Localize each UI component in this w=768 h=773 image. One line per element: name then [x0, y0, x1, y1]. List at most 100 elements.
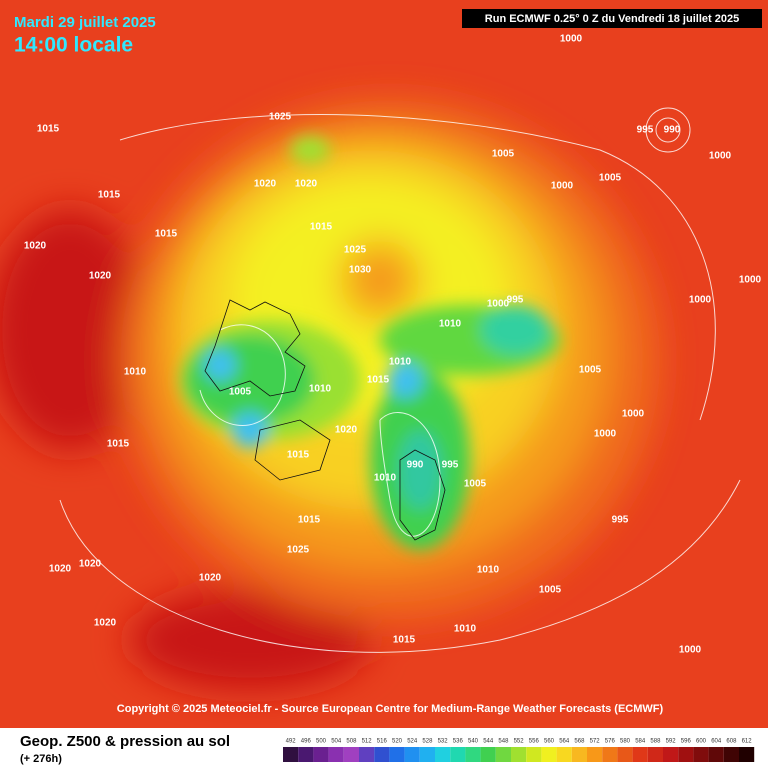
isobar-label: 1010	[389, 357, 412, 368]
forecast-time: 14:00 locale	[14, 34, 133, 57]
colorbar-tick-label: 568	[574, 739, 585, 745]
colorbar-tick-label: 560	[544, 739, 555, 745]
isobar-label: 1010	[309, 384, 332, 395]
isobar-label: 1020	[49, 564, 72, 575]
colorbar-tick-label: 520	[392, 739, 403, 745]
isobar-label: 995	[442, 460, 459, 471]
copyright: Copyright © 2025 Meteociel.fr - Source E…	[117, 703, 664, 715]
colorbar-cell	[374, 747, 390, 762]
isobar-label: 990	[664, 125, 681, 136]
map	[0, 0, 768, 728]
colorbar-tick-label: 544	[483, 739, 494, 745]
colorbar-cell	[343, 747, 359, 762]
colorbar-cell	[556, 747, 572, 762]
colorbar-cell	[617, 747, 633, 762]
isobar-label: 1015	[310, 222, 333, 233]
isobar-label: 1000	[622, 409, 645, 420]
forecast-date: Mardi 29 juillet 2025	[14, 14, 156, 31]
isobar-label: 1025	[344, 245, 367, 256]
legend-title: Geop. Z500 & pression au sol	[20, 733, 230, 750]
colorbar-cell	[587, 747, 603, 762]
isobar-label: 1000	[739, 275, 762, 286]
colorbar-cell	[404, 747, 420, 762]
colorbar-tick-label: 532	[438, 739, 449, 745]
isobar-label: 1000	[594, 429, 617, 440]
colorbar-tick-label: 524	[407, 739, 418, 745]
colorbar-tick-label: 492	[286, 739, 297, 745]
isobar-label: 1005	[492, 149, 515, 160]
isobar-label: 1000	[689, 295, 712, 306]
colorbar-cell	[526, 747, 542, 762]
isobar-label: 1010	[454, 624, 477, 635]
isobar-label: 1020	[79, 559, 102, 570]
colorbar-cell	[511, 747, 527, 762]
colorbar-cell	[647, 747, 663, 762]
colorbar-tick-label: 600	[696, 739, 707, 745]
isobar-label: 1020	[24, 241, 47, 252]
colorbar-cell	[359, 747, 375, 762]
colorbar-tick-label: 608	[726, 739, 737, 745]
isobar-label: 1005	[579, 365, 602, 376]
isobar-label: 1030	[349, 265, 372, 276]
isobar-label: 1005	[599, 173, 622, 184]
colorbar-cell	[541, 747, 557, 762]
colorbar-cell	[602, 747, 618, 762]
colorbar-tick-label: 536	[453, 739, 464, 745]
colorbar-tick-label: 548	[498, 739, 509, 745]
colorbar-tick-label: 540	[468, 739, 479, 745]
colorbar-tick-label: 556	[529, 739, 540, 745]
colorbar-tick-label: 596	[681, 739, 692, 745]
colorbar-cell	[283, 747, 299, 762]
isobar-label: 1010	[374, 473, 397, 484]
run-info: Run ECMWF 0.25° 0 Z du Vendredi 18 juill…	[485, 13, 739, 25]
colorbar-tick-label: 576	[605, 739, 616, 745]
colorbar-cell	[663, 747, 679, 762]
colorbar-tick-label: 564	[559, 739, 570, 745]
colorbar-cell	[298, 747, 314, 762]
colorbar-tick-label: 496	[301, 739, 312, 745]
colorbar-tick-label: 508	[346, 739, 357, 745]
colorbar-cell	[723, 747, 739, 762]
colorbar-tick-label: 584	[635, 739, 646, 745]
colorbar-tick-label: 592	[666, 739, 677, 745]
colorbar-tick-label: 504	[331, 739, 342, 745]
isobar-label: 1015	[37, 124, 60, 135]
isobar-label: 1020	[94, 618, 117, 629]
isobar-label: 1015	[155, 229, 178, 240]
isobar-label: 1020	[89, 271, 112, 282]
colorbar-cell	[313, 747, 329, 762]
isobar-label: 1010	[439, 319, 462, 330]
colorbar-cell	[419, 747, 435, 762]
isobar-label: 1005	[539, 585, 562, 596]
legend-lead: (+ 276h)	[20, 753, 62, 765]
isobar-label: 1025	[269, 112, 292, 123]
isobar-label: 1000	[679, 645, 702, 656]
isobar-label: 1015	[393, 635, 416, 646]
isobar-label: 1025	[287, 545, 310, 556]
colorbar-tick-label: 572	[590, 739, 601, 745]
colorbar: 492 496 500 504 508 512 516 520 524 528 532 536 540 5…	[283, 739, 755, 762]
isobar-label: 1000	[560, 34, 583, 45]
isobar-label: 1000	[551, 181, 574, 192]
isobar-label: 1005	[464, 479, 487, 490]
isobar-label: 1020	[199, 573, 222, 584]
isobar-labels: 1000 1025 1015 995 990 1000 1005 1000 1005 1015 10…	[24, 34, 762, 656]
colorbar-cell	[465, 747, 481, 762]
isobar-label: 1015	[287, 450, 310, 461]
colorbar-tick-label: 612	[742, 739, 753, 745]
isobar-label: 1005	[229, 387, 252, 398]
isobar-label: 1010	[124, 367, 147, 378]
run-box	[462, 9, 762, 28]
colorbar-cell	[450, 747, 466, 762]
colorbar-cell	[495, 747, 511, 762]
colorbar-cell	[328, 747, 344, 762]
isobar-label: 995	[637, 125, 654, 136]
colorbar-tick-label: 516	[377, 739, 388, 745]
colorbar-cell	[571, 747, 587, 762]
colorbar-cell	[632, 747, 648, 762]
colorbar-tick-label: 512	[362, 739, 373, 745]
isobar-label: 990	[407, 460, 424, 471]
colorbar-tick-label: 552	[514, 739, 525, 745]
isobar-label: 1020	[254, 179, 277, 190]
